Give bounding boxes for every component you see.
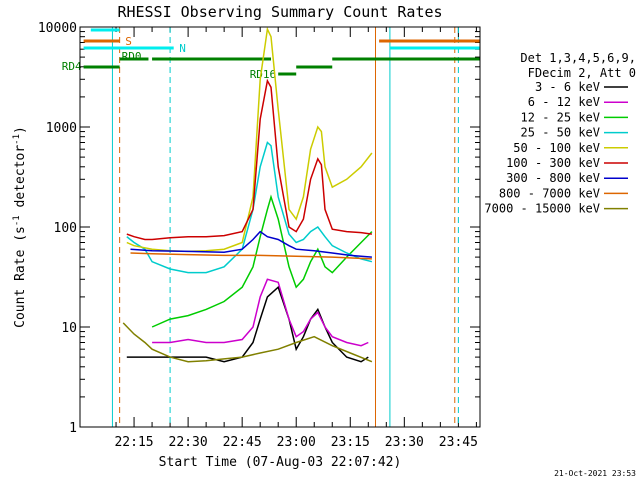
x-tick-label: 23:30 [385, 435, 424, 450]
x-tick-label: 23:00 [277, 435, 316, 450]
legend-label: 12 - 25 keV [521, 110, 600, 124]
legend-label: 50 - 100 keV [513, 141, 600, 155]
series-line-8 [130, 252, 372, 260]
x-tick-label: 23:45 [439, 435, 478, 450]
y-tick-label: 10000 [38, 21, 77, 36]
series-line-9 [122, 322, 373, 363]
plot-frame [79, 26, 481, 428]
flag-label: RD4 [62, 60, 82, 73]
flag-label: S [125, 35, 132, 48]
y-tick-label: 1000 [46, 121, 77, 136]
series-line-4 [126, 141, 373, 274]
series-line-3 [151, 194, 373, 328]
chart-title: RHESSI Observing Summary Count Rates [117, 3, 442, 21]
legend-label: 6 - 12 keV [528, 95, 600, 109]
series-line-6 [126, 78, 373, 241]
y-tick-label: 1 [69, 421, 77, 436]
y-tick-label: 100 [54, 221, 77, 236]
x-axis-label: Start Time (07-Aug-03 22:07:42) [159, 455, 402, 470]
legend-label: 3 - 6 keV [535, 80, 600, 94]
legend-header-line: FDecim 2, Att 0 [528, 66, 636, 80]
series-line-1 [126, 285, 369, 363]
legend-label: 25 - 50 keV [521, 126, 600, 140]
legend-label: 300 - 800 keV [506, 171, 600, 185]
flag-label: N [179, 42, 186, 55]
legend-label: 7000 - 15000 keV [484, 202, 600, 216]
legend-header-line: Det 1,3,4,5,6,9, [520, 51, 636, 65]
legend-label: 100 - 300 keV [506, 156, 600, 170]
y-tick-label: 10 [61, 321, 77, 336]
flag-label: RD16 [250, 68, 277, 81]
x-tick-label: 22:15 [114, 435, 153, 450]
legend-label: 800 - 7000 keV [499, 186, 600, 200]
footer-date: 21-Oct-2021 23:53 [554, 469, 636, 478]
y-axis-label: Count Rate (s-1 detector-1) [12, 126, 28, 328]
x-tick-label: 22:30 [169, 435, 208, 450]
series-line-2 [152, 278, 369, 347]
x-tick-label: 23:15 [331, 435, 370, 450]
series-line-7 [130, 230, 372, 258]
flag-label: RD0 [122, 50, 142, 63]
x-tick-label: 22:45 [223, 435, 262, 450]
